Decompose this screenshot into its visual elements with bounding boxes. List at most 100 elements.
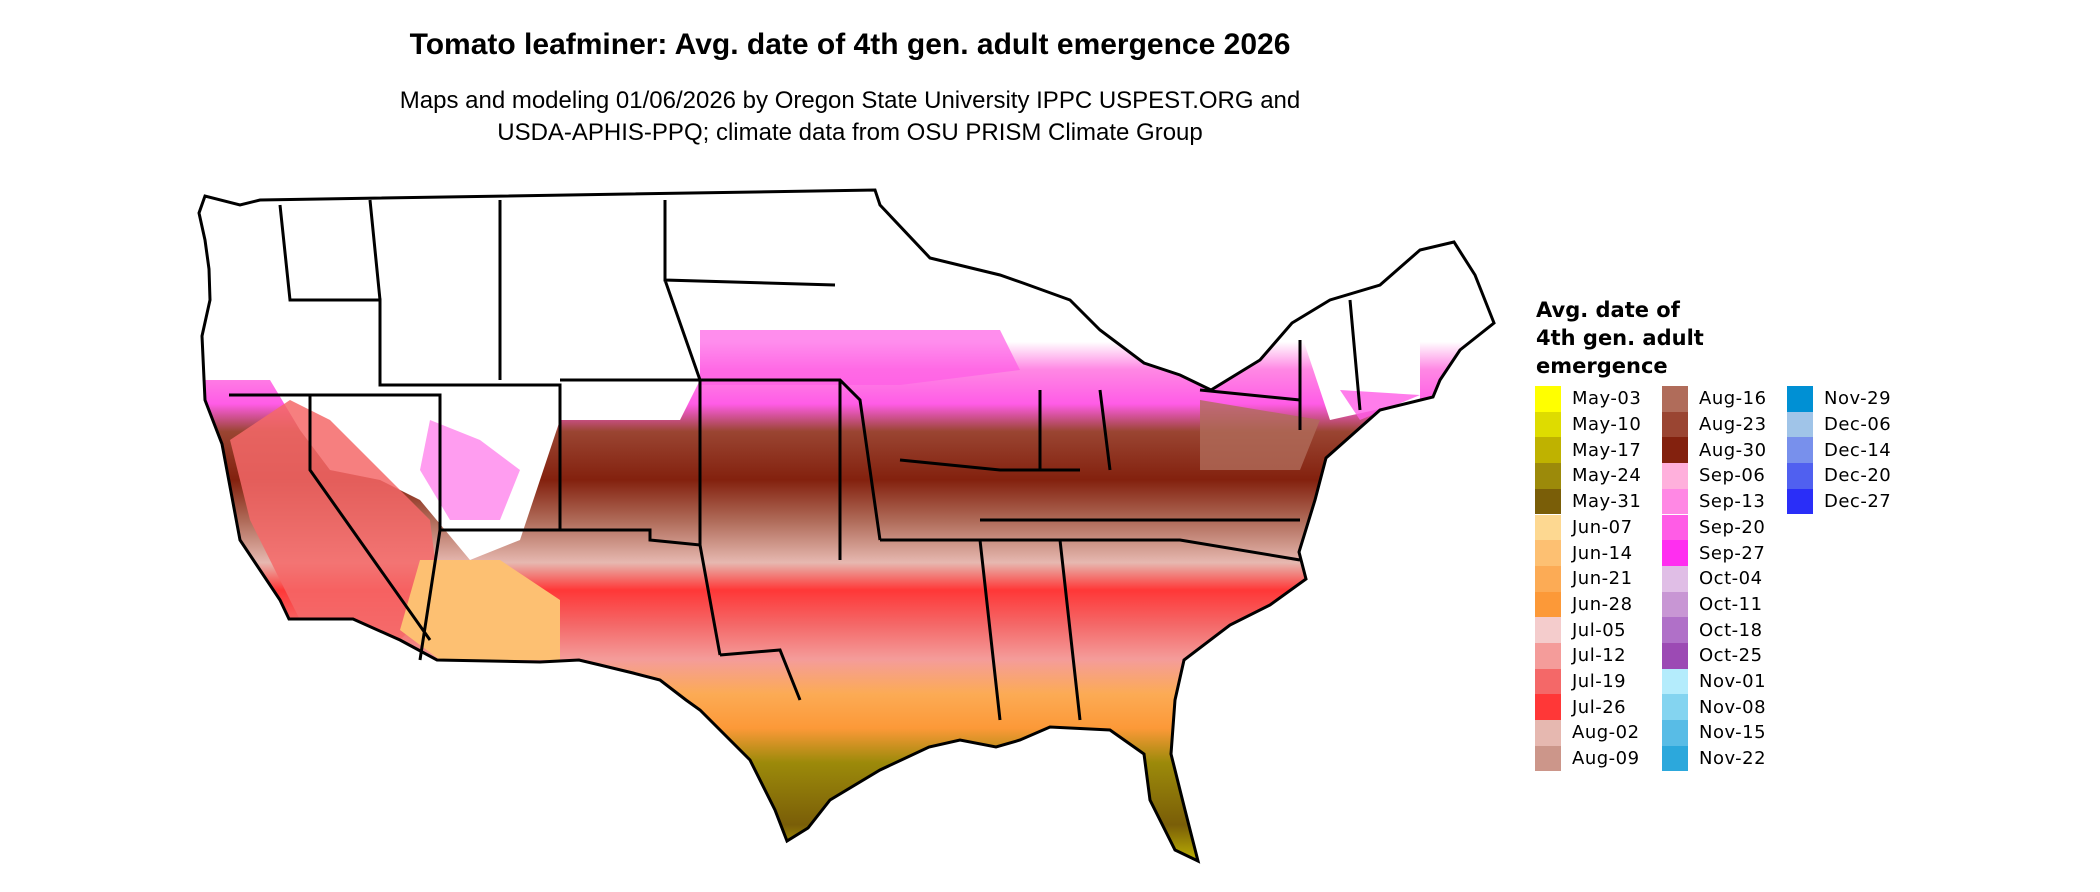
legend-label: Jul-05: [1572, 619, 1627, 641]
legend-label: Dec-14: [1824, 439, 1892, 461]
legend-label: Sep-13: [1699, 491, 1766, 513]
legend-swatch: [1535, 643, 1561, 669]
legend-swatch: [1662, 617, 1688, 643]
legend-item: Oct-04: [1662, 565, 1763, 592]
legend-label: May-03: [1572, 388, 1642, 410]
legend-label: Aug-16: [1699, 388, 1767, 410]
map-subtitle-line-1: Maps and modeling 01/06/2026 by Oregon S…: [399, 87, 1301, 114]
legend-swatch: [1662, 668, 1688, 695]
legend-item: May-31: [1535, 488, 1642, 515]
map-subtitle-line-2: USDA-APHIS-PPQ; climate data from OSU PR…: [497, 119, 1203, 146]
legend-item: May-10: [1535, 411, 1642, 438]
legend-title-line: 4th gen. adult: [1536, 326, 1704, 350]
legend-label: Nov-01: [1699, 671, 1767, 693]
legend-label: Aug-23: [1699, 414, 1767, 436]
legend-swatch: [1535, 591, 1561, 618]
legend-label: Jun-28: [1572, 593, 1633, 615]
legend-swatch: [1662, 411, 1688, 438]
legend-swatch: [1662, 643, 1688, 669]
legend-item: Aug-16: [1662, 386, 1767, 412]
legend-swatch: [1535, 514, 1561, 541]
legend-swatch: [1662, 565, 1688, 592]
legend-label: Nov-29: [1824, 388, 1892, 410]
legend-swatch: [1662, 386, 1688, 412]
legend-label: Jul-12: [1572, 645, 1627, 667]
legend-item: Jul-05: [1535, 617, 1626, 643]
legend-label: Jun-07: [1572, 516, 1633, 538]
us-map: [197, 188, 1496, 863]
legend-label: Nov-15: [1699, 722, 1767, 744]
legend-label: Oct-18: [1699, 619, 1763, 641]
legend-label: Aug-30: [1699, 439, 1767, 461]
legend-swatch: [1787, 386, 1813, 412]
legend-item: Nov-08: [1662, 694, 1767, 721]
legend-swatch: [1787, 411, 1813, 438]
legend-title-line: emergence: [1536, 354, 1668, 378]
legend-swatch: [1662, 488, 1688, 515]
legend-swatch: [1662, 591, 1688, 618]
legend-label: Dec-27: [1824, 491, 1892, 513]
legend-label: Sep-27: [1699, 542, 1766, 564]
legend-title: Avg. date of 4th gen. adult emergence: [1536, 296, 1704, 380]
legend-label: Oct-11: [1699, 593, 1763, 615]
legend-label: Oct-04: [1699, 568, 1763, 590]
legend-swatch: [1535, 463, 1561, 489]
legend-label: May-31: [1572, 491, 1642, 513]
legend-title-line: Avg. date of: [1536, 298, 1680, 322]
legend-swatch: [1535, 668, 1561, 695]
legend-label: Jun-21: [1572, 568, 1633, 590]
legend-item: Jul-26: [1535, 694, 1627, 721]
legend-item: Oct-25: [1662, 643, 1763, 669]
legend-swatch: [1662, 437, 1688, 464]
legend-item: Dec-20: [1787, 463, 1891, 489]
legend-item: Aug-23: [1662, 411, 1767, 438]
legend-label: May-17: [1572, 439, 1642, 461]
legend-swatch: [1535, 617, 1561, 643]
legend-label: Dec-20: [1824, 465, 1892, 487]
legend-item: Jun-28: [1535, 591, 1633, 618]
legend-label: May-24: [1572, 465, 1642, 487]
legend-label: Nov-08: [1699, 696, 1767, 718]
legend-label: Jul-19: [1572, 671, 1627, 693]
legend-item: Oct-18: [1662, 617, 1763, 643]
legend-item: Sep-06: [1662, 463, 1765, 489]
legend-label: Nov-22: [1699, 748, 1767, 770]
legend-label: Dec-06: [1824, 414, 1892, 436]
legend-swatch: [1662, 540, 1688, 566]
legend-item: Jul-12: [1535, 643, 1626, 669]
legend-item: May-24: [1535, 463, 1641, 489]
legend-item: Aug-30: [1662, 437, 1767, 464]
legend-item: Dec-06: [1787, 411, 1892, 438]
legend-item: Aug-02: [1535, 720, 1640, 746]
legend-swatch: [1535, 720, 1561, 746]
emergence-raster: [199, 190, 1494, 861]
legend-label: Jul-26: [1572, 696, 1627, 718]
state-boundaries: [197, 188, 1496, 863]
legend-swatch: [1535, 745, 1561, 772]
legend-swatch: [1535, 694, 1561, 721]
legend-item: May-03: [1535, 386, 1641, 412]
legend-label: Sep-06: [1699, 465, 1766, 487]
legend-swatch: [1662, 745, 1688, 772]
legend-label: May-10: [1572, 414, 1642, 436]
legend-item: Nov-29: [1787, 386, 1891, 412]
legend-item: Dec-14: [1787, 437, 1892, 464]
legend-item: Sep-20: [1662, 514, 1766, 541]
legend-item: Nov-22: [1662, 745, 1767, 772]
legend-swatch: [1535, 386, 1561, 412]
legend-item: Oct-11: [1662, 591, 1763, 618]
legend-swatch: [1535, 437, 1561, 464]
legend-item: Jun-21: [1535, 565, 1633, 592]
legend-swatch: [1535, 540, 1561, 566]
legend-swatch: [1535, 411, 1561, 438]
map-title: Tomato leafminer: Avg. date of 4th gen. …: [409, 28, 1291, 61]
legend-swatch: [1662, 514, 1688, 541]
legend-swatch: [1535, 488, 1561, 515]
legend-item: Sep-27: [1662, 540, 1765, 566]
legend-item: Jul-19: [1535, 668, 1627, 695]
legend-label: Aug-02: [1572, 722, 1640, 744]
legend-item: Nov-15: [1662, 720, 1766, 746]
legend-item: Jun-14: [1535, 540, 1633, 566]
legend-swatch: [1787, 488, 1813, 515]
legend-label: Sep-20: [1699, 516, 1766, 538]
